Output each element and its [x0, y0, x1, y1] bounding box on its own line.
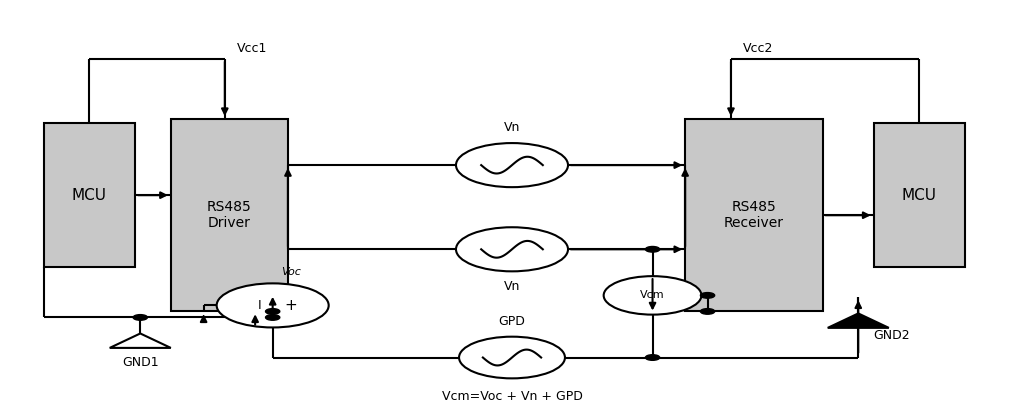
Circle shape: [265, 315, 280, 320]
Circle shape: [456, 227, 568, 271]
Text: GPD: GPD: [499, 315, 525, 328]
Text: MCU: MCU: [902, 188, 937, 203]
Text: Vcm: Vcm: [640, 290, 665, 300]
Circle shape: [217, 283, 329, 328]
Text: +: +: [285, 298, 297, 313]
Text: Voc: Voc: [281, 267, 301, 277]
Circle shape: [133, 315, 147, 320]
Text: Vcc2: Vcc2: [743, 42, 773, 55]
Text: RS485
Driver: RS485 Driver: [207, 200, 252, 230]
Polygon shape: [827, 313, 889, 328]
Text: Vcc1: Vcc1: [237, 42, 267, 55]
Text: GND1: GND1: [122, 355, 159, 369]
Circle shape: [459, 337, 565, 378]
Bar: [873, 123, 966, 267]
Text: GND2: GND2: [873, 330, 910, 342]
Bar: [685, 119, 822, 311]
Text: I: I: [258, 299, 261, 312]
Circle shape: [456, 143, 568, 187]
Circle shape: [265, 309, 280, 314]
Circle shape: [700, 309, 715, 314]
Circle shape: [700, 292, 715, 298]
Circle shape: [645, 247, 659, 252]
Text: Vn: Vn: [504, 280, 520, 293]
Circle shape: [645, 355, 659, 360]
Text: RS485
Receiver: RS485 Receiver: [724, 200, 784, 230]
Bar: [171, 119, 288, 311]
Bar: [43, 123, 135, 267]
Text: Vcm=Voc + Vn + GPD: Vcm=Voc + Vn + GPD: [441, 390, 583, 403]
Text: MCU: MCU: [72, 188, 106, 203]
Circle shape: [604, 276, 701, 315]
Text: Vn: Vn: [504, 121, 520, 134]
